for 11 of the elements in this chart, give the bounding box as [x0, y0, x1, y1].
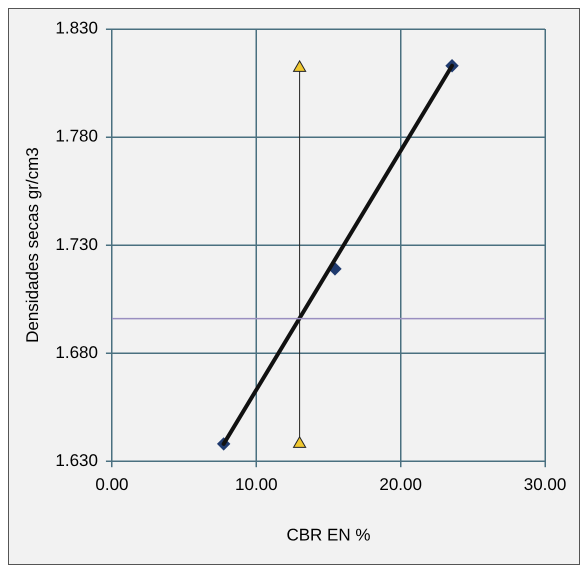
y-axis-title: Densidades secas gr/cm3	[22, 147, 42, 343]
y-tick-label: 1.680	[55, 342, 98, 362]
y-tick-label: 1.630	[55, 450, 98, 470]
x-tick-label: 20.00	[379, 475, 422, 494]
x-axis-title: CBR EN %	[286, 525, 371, 544]
x-tick-label: 0.00	[95, 475, 128, 494]
y-tick-label: 1.730	[55, 234, 98, 254]
x-tick-label: 30.00	[524, 475, 566, 494]
x-tick-label: 10.00	[235, 475, 278, 494]
y-tick-label: 1.780	[55, 126, 98, 146]
y-tick-label: 1.830	[55, 18, 98, 38]
